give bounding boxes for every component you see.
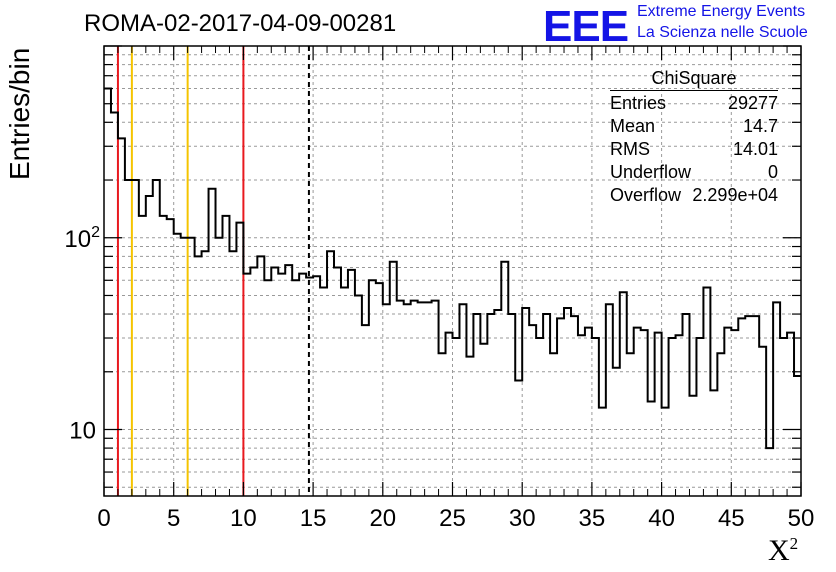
stats-row: Underflow 0 <box>610 162 778 182</box>
stats-row: Entries 29277 <box>610 93 778 113</box>
x-tick-label: 35 <box>579 505 606 532</box>
y-tick-label: 10 <box>69 418 96 445</box>
x-axis-label: X2 <box>768 534 799 567</box>
x-tick-labels: 0 5 10 15 20 25 30 35 40 45 50 <box>97 505 814 532</box>
logo-line-1: Extreme Energy Events <box>637 3 806 20</box>
eee-logo: EEE <box>543 2 629 51</box>
y-tick-label: 102 <box>64 224 100 253</box>
x-tick-label: 30 <box>509 505 536 532</box>
chart-title: ROMA-02-2017-04-09-00281 <box>84 10 397 37</box>
y-axis-label: Entries/bin <box>4 47 35 180</box>
x-tick-label: 50 <box>788 505 815 532</box>
axis-ticks <box>103 45 802 496</box>
stats-row: Overflow 2.299e+04 <box>610 185 778 205</box>
x-tick-label: 45 <box>718 505 745 532</box>
logo-line-2: La Scienza nelle Scuole <box>637 24 808 41</box>
reference-lines <box>116 46 310 496</box>
stats-row: RMS 14.01 <box>610 139 778 159</box>
x-tick-label: 25 <box>439 505 466 532</box>
x-tick-label: 40 <box>648 505 675 532</box>
x-tick-label: 20 <box>369 505 396 532</box>
histogram-line <box>104 87 801 450</box>
stats-row: Mean 14.7 <box>610 116 778 136</box>
x-tick-label: 5 <box>167 505 180 532</box>
x-tick-label: 0 <box>97 505 110 532</box>
y-tick-labels: 10 102 <box>64 224 100 445</box>
stats-title: ChiSquare <box>610 68 778 91</box>
x-tick-label: 15 <box>300 505 327 532</box>
x-tick-label: 10 <box>230 505 257 532</box>
stats-box: ChiSquare Entries 29277 Mean 14.7 RMS 14.01… <box>610 68 778 207</box>
